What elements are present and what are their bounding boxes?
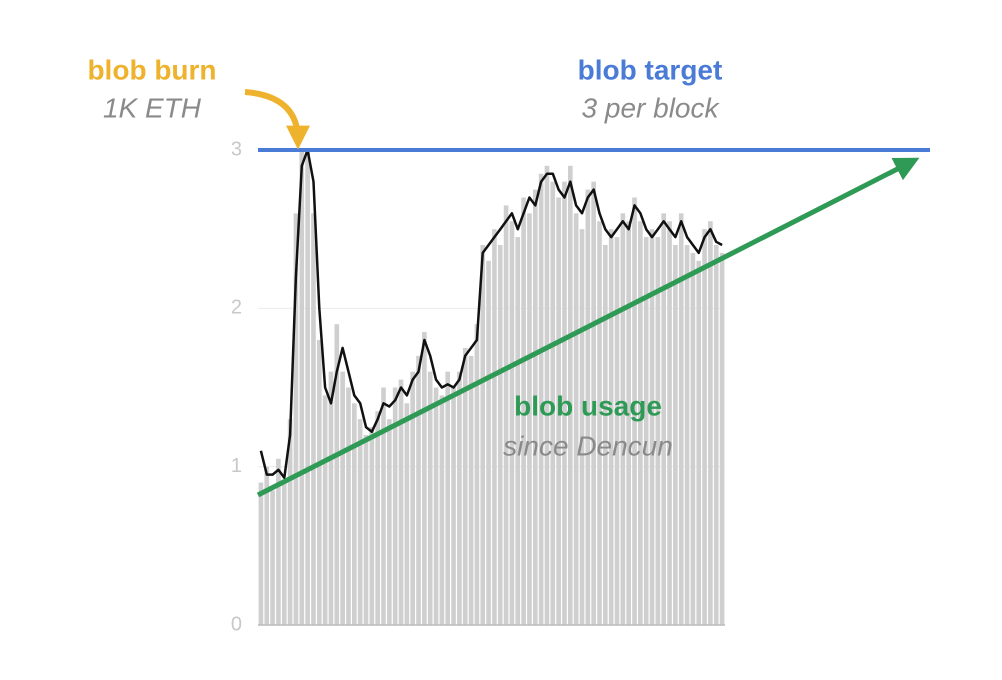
bar [462, 347, 468, 625]
bar [486, 260, 491, 625]
bar [538, 173, 544, 625]
bar [527, 213, 532, 626]
bar [276, 458, 281, 625]
moving-average-line [259, 148, 723, 480]
y-tick-label: 0 [231, 613, 242, 635]
bar [673, 245, 678, 625]
bar [620, 213, 626, 626]
bar [556, 197, 561, 625]
bar [608, 229, 614, 625]
bar [503, 205, 509, 625]
bar [439, 395, 445, 625]
bar [369, 427, 375, 625]
bar [702, 229, 707, 625]
bar [311, 213, 316, 626]
bar [352, 403, 357, 625]
bar [684, 245, 690, 625]
y-tick-label: 3 [231, 138, 242, 160]
bar [544, 165, 550, 626]
annotation-subtitle: since Dencun [503, 430, 673, 461]
bar [585, 189, 591, 626]
bar [346, 387, 351, 625]
annotation-subtitle: 1K ETH [103, 92, 202, 123]
bar [392, 387, 398, 625]
bar [626, 221, 631, 625]
bar [532, 189, 538, 626]
bar [451, 387, 456, 625]
annotation-title: blob target [578, 54, 723, 85]
annotation-subtitle: 3 per block [582, 92, 721, 123]
bar [573, 213, 579, 626]
bar [264, 466, 270, 625]
bar [649, 229, 655, 625]
bar [603, 245, 608, 625]
bar [509, 221, 515, 625]
bar [690, 252, 696, 625]
bar [334, 324, 340, 625]
bar [515, 237, 521, 626]
bar [287, 419, 293, 625]
bar [398, 379, 404, 625]
bar [468, 355, 474, 625]
bar [322, 395, 328, 625]
bar [328, 371, 334, 625]
bar [632, 197, 637, 625]
bar [678, 213, 684, 626]
y-tick-label: 1 [231, 455, 242, 477]
bar [480, 245, 486, 625]
bar [719, 252, 725, 625]
bar [445, 371, 451, 625]
bar [410, 371, 416, 625]
bar [638, 221, 643, 625]
bar [655, 237, 661, 626]
bar [562, 181, 567, 625]
bar [357, 419, 363, 625]
bar [433, 387, 439, 625]
bar [550, 181, 556, 625]
bar [591, 181, 596, 625]
bar [387, 419, 392, 625]
bar [422, 332, 427, 625]
bar [492, 229, 497, 625]
bar [597, 221, 602, 625]
bar [404, 403, 410, 625]
bar [363, 435, 369, 625]
annotation-title: blob burn [87, 54, 216, 85]
bar [375, 411, 380, 625]
plot-area: 0 1 2 3 [231, 138, 930, 635]
bar [427, 371, 433, 625]
y-tick-label: 2 [231, 297, 242, 319]
bar [474, 324, 480, 625]
annotation-title: blob usage [514, 390, 662, 421]
usage-trend-arrow [256, 157, 920, 498]
bar [381, 387, 386, 625]
bar [457, 371, 462, 625]
bar [316, 340, 322, 625]
bar [579, 229, 585, 625]
bar [643, 237, 649, 626]
bar [521, 197, 526, 625]
bar [299, 150, 305, 625]
bar [567, 165, 573, 626]
bar [340, 371, 345, 625]
bar [661, 213, 667, 626]
burn-arrow [244, 89, 310, 150]
bar [258, 482, 264, 625]
bar [708, 221, 713, 625]
bar [667, 221, 672, 625]
bar [696, 260, 702, 625]
bar [614, 237, 620, 626]
bar [305, 150, 310, 625]
bar [270, 490, 275, 625]
bar [713, 245, 719, 625]
bar [293, 213, 299, 626]
bar [281, 482, 287, 625]
bar [416, 355, 421, 625]
bar [497, 245, 503, 625]
